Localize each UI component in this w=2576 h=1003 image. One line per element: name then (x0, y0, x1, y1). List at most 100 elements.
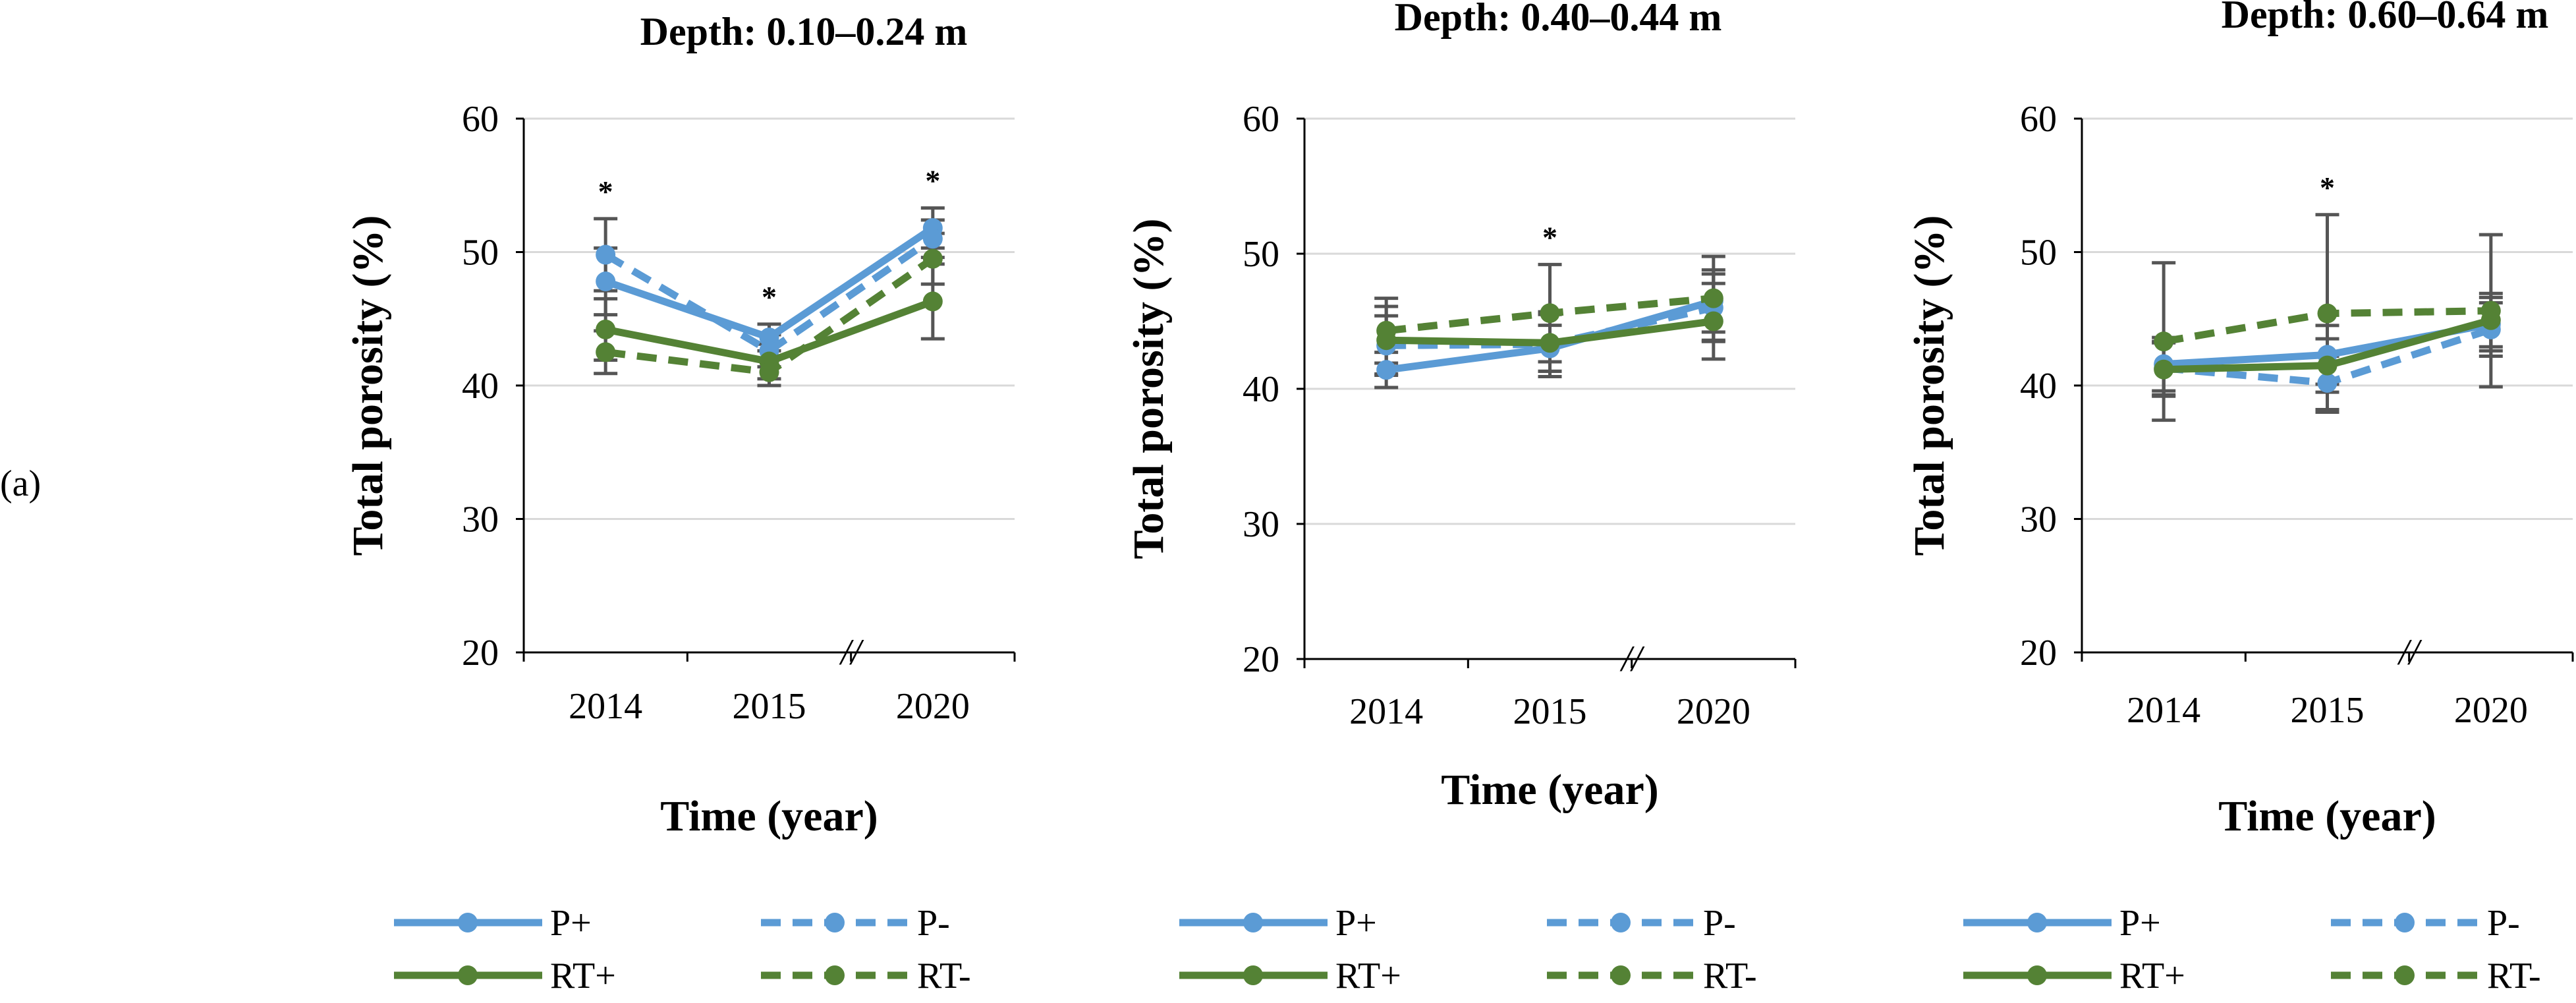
data-point-RT+ (2317, 355, 2338, 376)
significance-star: * (762, 280, 777, 314)
x-tick-label: 2020 (896, 686, 970, 727)
legend-marker (825, 965, 845, 985)
legend-marker (458, 965, 478, 985)
legend-marker (2395, 913, 2415, 932)
x-tick-label: 2014 (2127, 690, 2200, 731)
data-point-RT+ (922, 291, 943, 312)
data-point-RT- (2480, 301, 2501, 321)
axis-break-mark: // (2397, 632, 2422, 673)
legend-item-RT+: RT+ (1963, 956, 2185, 996)
x-tick-label: 2020 (1677, 691, 1750, 732)
data-point-RT+ (2154, 359, 2174, 380)
y-axis-title: Total porosity (%) (1125, 218, 1173, 559)
x-axis-title: Time (year) (660, 792, 878, 840)
chart-title: Depth: 0.40–0.44 m (1395, 0, 1722, 39)
y-axis-title: Total porosity (%) (344, 215, 392, 556)
legend-item-P-: P- (2331, 903, 2520, 944)
data-point-RT- (596, 342, 616, 362)
legend-marker (825, 913, 845, 932)
x-axis-title: Time (year) (1441, 766, 1658, 814)
panel-label: (a) (0, 463, 41, 504)
y-tick-label: 20 (462, 633, 499, 673)
data-point-P- (922, 229, 943, 249)
data-point-RT- (1376, 320, 1397, 341)
legend-marker (2027, 913, 2047, 932)
data-point-RT+ (1540, 333, 1560, 353)
data-point-RT- (2317, 303, 2338, 324)
legend-3: P+ P- RT+ RT- (1963, 903, 2541, 996)
significance-star: * (2320, 171, 2335, 204)
legend-label: P- (1703, 903, 1736, 944)
data-point-RT- (2154, 331, 2174, 352)
legend-label: RT- (1703, 956, 1757, 996)
legend-item-RT-: RT- (1547, 956, 1757, 996)
data-point-RT- (759, 362, 779, 382)
legend-item-P+: P+ (394, 903, 592, 944)
legend-label: RT+ (1335, 956, 1401, 996)
legend-label: RT+ (550, 956, 616, 996)
legend-marker (1611, 965, 1631, 985)
significance-star: * (598, 175, 613, 208)
y-tick-label: 30 (1243, 504, 1279, 545)
chart-title: Depth: 0.10–0.24 m (640, 10, 968, 53)
legend-label: P- (2487, 903, 2520, 944)
y-tick-label: 60 (462, 99, 499, 140)
x-tick-label: 2015 (1513, 691, 1587, 732)
legend-item-P+: P+ (1963, 903, 2161, 944)
y-tick-label: 30 (2020, 500, 2057, 540)
y-tick-label: 50 (2020, 233, 2057, 273)
chart-title: Depth: 0.60–0.64 m (2222, 0, 2549, 36)
y-tick-label: 60 (1243, 99, 1279, 140)
legend-marker (1611, 913, 1631, 932)
significance-star: * (1542, 220, 1557, 254)
x-tick-label: 2020 (2454, 690, 2528, 731)
legend-label: P+ (1335, 903, 1377, 944)
data-point-RT- (922, 248, 943, 269)
y-tick-label: 30 (462, 500, 499, 540)
y-tick-label: 60 (2020, 99, 2057, 140)
legend-item-P-: P- (1547, 903, 1736, 944)
legend-item-RT+: RT+ (394, 956, 616, 996)
x-tick-label: 2014 (1349, 691, 1423, 732)
chart-panel-1: Depth: 0.10–0.24 m 20 30 40 50 60 2014 2015 2020… (344, 10, 1016, 840)
y-tick-label: 50 (462, 233, 499, 273)
data-point-P- (2317, 372, 2338, 393)
series-line-P- (603, 235, 935, 355)
chart-panel-3: Depth: 0.60–0.64 m 20 30 40 50 60 2014 2015 2020… (1905, 0, 2574, 840)
data-point-RT+ (1703, 311, 1723, 331)
legend-marker (458, 913, 478, 932)
legend-item-RT-: RT- (2331, 956, 2541, 996)
data-point-RT- (1703, 288, 1723, 308)
data-point-P- (596, 244, 616, 265)
chart-panel-2: Depth: 0.40–0.44 m 20 30 40 50 60 2014 2015 2020… (1125, 0, 1797, 814)
axis-break-mark: // (1619, 639, 1645, 679)
legend-label: RT+ (2119, 956, 2185, 996)
legend-marker (1243, 913, 1263, 932)
data-point-P+ (1376, 360, 1397, 380)
legend-label: P- (917, 903, 950, 944)
y-axis-title: Total porosity (%) (1905, 215, 1953, 556)
x-tick-label: 2015 (2291, 690, 2365, 731)
legend-label: P+ (550, 903, 592, 944)
legend-item-RT+: RT+ (1179, 956, 1401, 996)
y-tick-label: 20 (2020, 633, 2057, 673)
significance-star: * (925, 164, 940, 198)
legend-item-RT-: RT- (761, 956, 971, 996)
legend-marker (1243, 965, 1263, 985)
legend-label: RT- (2487, 956, 2541, 996)
legend-marker (2027, 965, 2047, 985)
y-tick-label: 40 (462, 366, 499, 407)
legend-1: P+ P- RT+ RT- (394, 903, 971, 996)
axis-break-mark: // (839, 632, 864, 673)
legend-label: RT- (917, 956, 971, 996)
x-axis-title: Time (year) (2218, 792, 2436, 840)
data-point-P+ (596, 272, 616, 292)
y-tick-label: 50 (1243, 234, 1279, 275)
legend-item-P-: P- (761, 903, 950, 944)
legends-container: P+ P- RT+ RT- P+ P- RT+ RT- P+ P- RT+ RT- (394, 903, 2541, 996)
legend-label: P+ (2119, 903, 2161, 944)
y-tick-label: 40 (1243, 369, 1279, 410)
legend-item-P+: P+ (1179, 903, 1377, 944)
